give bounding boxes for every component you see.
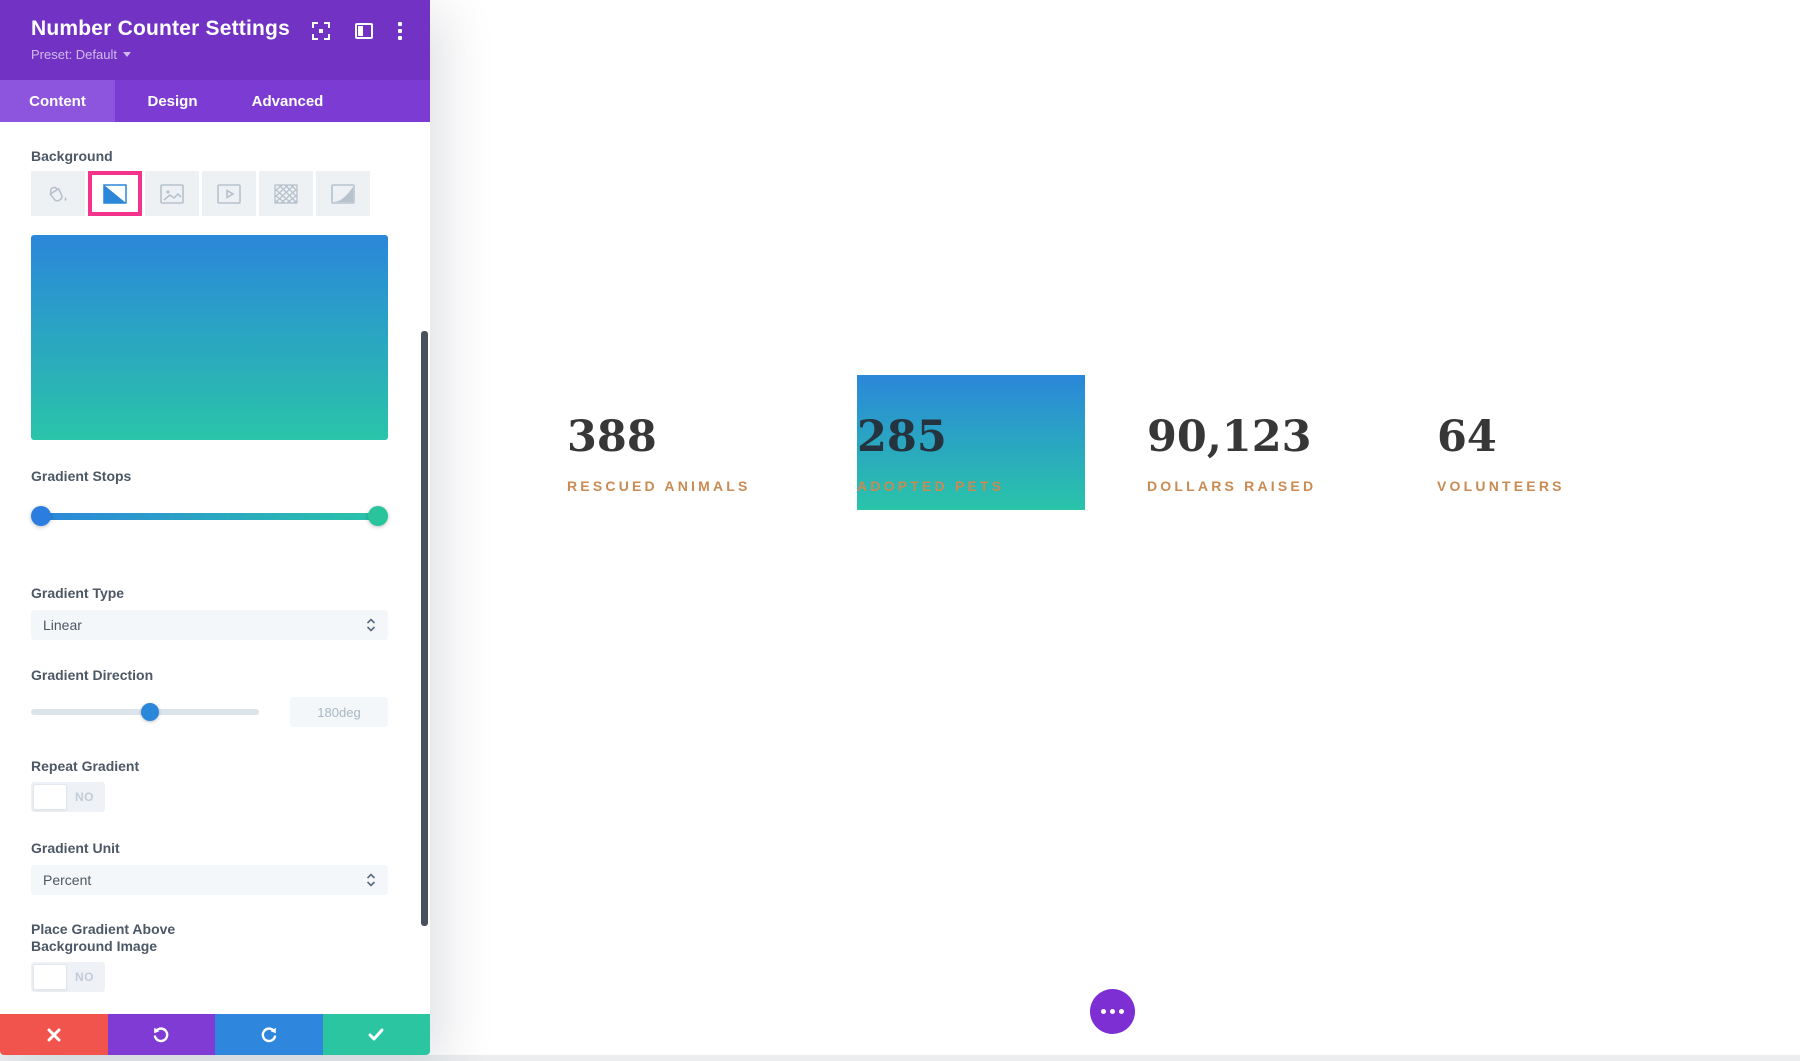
- ellipsis-icon: [1101, 1009, 1106, 1014]
- gradient-type-value: Linear: [43, 617, 82, 633]
- modal-footer: [0, 1014, 430, 1055]
- image-icon: [160, 183, 184, 204]
- tab-content[interactable]: Content: [0, 80, 115, 122]
- more-options-button[interactable]: [1090, 989, 1135, 1034]
- discard-button[interactable]: [0, 1014, 108, 1055]
- save-button[interactable]: [322, 1014, 430, 1055]
- gradient-direction-handle[interactable]: [141, 703, 159, 721]
- gradient-stops-track[interactable]: [39, 513, 380, 520]
- counter-label: DOLLARS RAISED: [1147, 478, 1317, 494]
- gradient-stops-label: Gradient Stops: [31, 468, 132, 484]
- columns-icon: [355, 23, 373, 39]
- gradient-icon: [103, 183, 127, 204]
- counter-label: ADOPTED PETS: [857, 478, 1005, 494]
- preset-selector[interactable]: Preset: Default: [31, 47, 131, 62]
- counter-adopted-pets[interactable]: 285 ADOPTED PETS: [857, 375, 1085, 510]
- repeat-gradient-toggle[interactable]: NO: [31, 782, 105, 812]
- snap-to-side-button[interactable]: [355, 23, 373, 39]
- gradient-unit-select[interactable]: Percent: [31, 865, 388, 895]
- background-type-gradient-button[interactable]: [88, 171, 142, 216]
- video-icon: [217, 183, 241, 204]
- counter-dollars-raised: 90,123 DOLLARS RAISED: [1147, 375, 1375, 510]
- counter-number: 388: [567, 412, 657, 462]
- gradient-stops-slider[interactable]: [31, 506, 388, 526]
- gradient-direction-input[interactable]: [290, 697, 388, 727]
- toggle-state-label: NO: [75, 790, 94, 804]
- background-section-label: Background: [31, 148, 113, 164]
- counter-rescued-animals: 388 RESCUED ANIMALS: [567, 375, 795, 510]
- modal-menu-button[interactable]: [398, 22, 402, 40]
- close-icon: [47, 1028, 61, 1041]
- modal-title: Number Counter Settings: [31, 17, 290, 40]
- expand-icon: [312, 22, 330, 40]
- tab-advanced[interactable]: Advanced: [230, 80, 345, 122]
- toggle-knob[interactable]: [33, 964, 67, 990]
- redo-icon: [261, 1026, 276, 1042]
- toggle-state-label: NO: [75, 970, 94, 984]
- counter-volunteers: 64 VOLUNTEERS: [1437, 375, 1665, 510]
- chevron-down-icon: [123, 52, 131, 57]
- toggle-knob[interactable]: [33, 784, 67, 810]
- gradient-direction-label: Gradient Direction: [31, 667, 154, 683]
- counter-number: 90,123: [1147, 412, 1312, 462]
- modal-tabs: Content Design Advanced: [0, 80, 430, 122]
- place-gradient-toggle[interactable]: NO: [31, 962, 105, 992]
- counter-label: RESCUED ANIMALS: [567, 478, 751, 494]
- tab-design[interactable]: Design: [115, 80, 230, 122]
- select-arrows-icon: [366, 618, 376, 632]
- mask-icon: [331, 183, 355, 204]
- counter-number: 285: [857, 412, 947, 462]
- modal-scrollbar[interactable]: [421, 331, 428, 926]
- counters-row: 388 RESCUED ANIMALS 285 ADOPTED PETS 90,…: [567, 375, 1665, 510]
- place-gradient-label: Place Gradient Above Background Image: [31, 921, 176, 954]
- background-type-mask-button[interactable]: [316, 171, 370, 216]
- pattern-icon: [274, 183, 298, 204]
- preset-label: Preset: Default: [31, 47, 117, 62]
- gradient-type-label: Gradient Type: [31, 585, 125, 601]
- paint-bucket-icon: [48, 186, 67, 202]
- gradient-unit-label: Gradient Unit: [31, 840, 120, 856]
- gradient-type-select[interactable]: Linear: [31, 610, 388, 640]
- background-type-image-button[interactable]: [145, 171, 199, 216]
- modal-header: Number Counter Settings Preset: Default: [0, 0, 430, 80]
- kebab-menu-icon: [398, 22, 402, 40]
- gradient-stop-handle-end[interactable]: [368, 506, 388, 526]
- check-icon: [368, 1028, 384, 1041]
- gradient-stop-handle-start[interactable]: [31, 506, 51, 526]
- select-arrows-icon: [366, 873, 376, 887]
- expand-modal-button[interactable]: [312, 22, 330, 40]
- gradient-unit-value: Percent: [43, 872, 92, 888]
- background-type-video-button[interactable]: [202, 171, 256, 216]
- undo-button[interactable]: [107, 1014, 215, 1055]
- redo-button[interactable]: [215, 1014, 323, 1055]
- gradient-preview-swatch: [31, 235, 388, 440]
- number-counter-settings-modal: Number Counter Settings Preset: Default: [0, 0, 430, 1055]
- modal-body: Background: [0, 148, 430, 1040]
- background-type-color-button[interactable]: [31, 171, 85, 216]
- counter-number: 64: [1437, 412, 1497, 462]
- background-type-switcher: [31, 171, 388, 216]
- background-type-pattern-button[interactable]: [259, 171, 313, 216]
- repeat-gradient-label: Repeat Gradient: [31, 758, 140, 774]
- undo-icon: [154, 1026, 169, 1042]
- gradient-direction-slider[interactable]: [31, 703, 259, 721]
- page-bottom-edge: [0, 1055, 1800, 1061]
- counter-label: VOLUNTEERS: [1437, 478, 1565, 494]
